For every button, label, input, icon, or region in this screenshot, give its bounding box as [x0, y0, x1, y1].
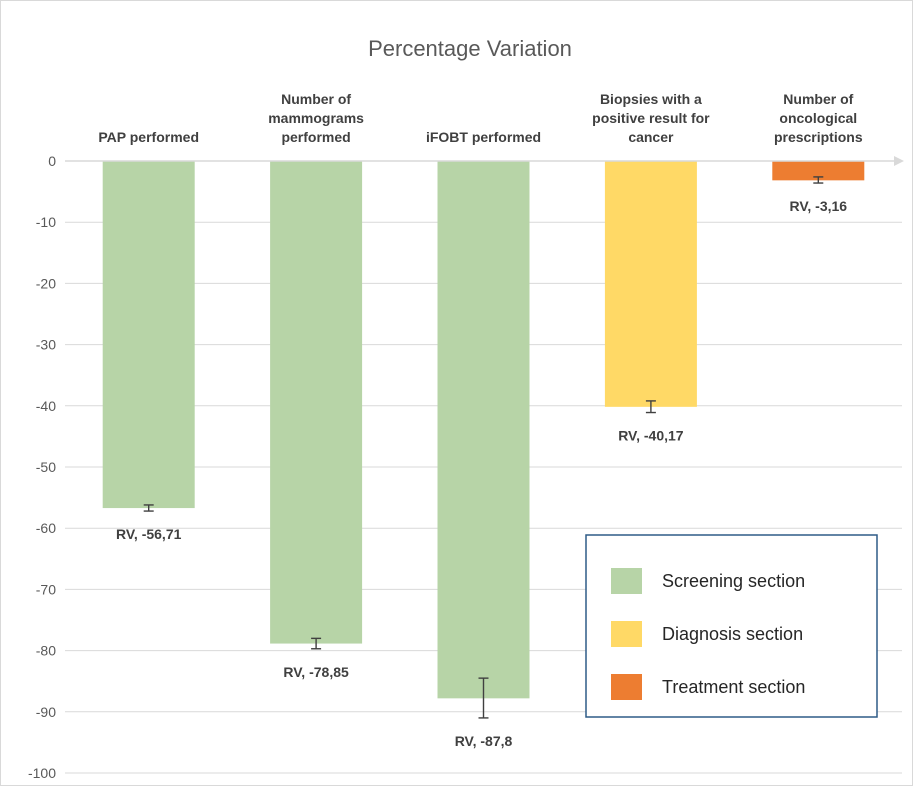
bar — [270, 161, 363, 644]
y-tick-label: -20 — [36, 275, 56, 291]
category-label: Number of — [783, 91, 853, 107]
category-label: prescriptions — [774, 129, 863, 145]
chart-title: Percentage Variation — [368, 36, 572, 61]
bar — [604, 161, 697, 407]
error-bar — [311, 637, 322, 650]
category-label: oncological — [779, 110, 857, 126]
category-label: Biopsies with a — [600, 91, 702, 107]
bar — [772, 161, 865, 181]
legend-swatch — [611, 621, 642, 647]
data-label: RV, -78,85 — [283, 664, 349, 680]
y-tick-label: -10 — [36, 214, 56, 230]
category-label: cancer — [628, 129, 674, 145]
y-tick-label: -70 — [36, 581, 56, 597]
error-bar — [478, 677, 489, 719]
category-label: positive result for — [592, 110, 710, 126]
data-label: RV, -56,71 — [116, 526, 182, 542]
y-tick-label: -80 — [36, 643, 56, 659]
bar — [102, 161, 195, 509]
legend-swatch — [611, 674, 642, 700]
y-tick-label: -90 — [36, 704, 56, 720]
y-tick-label: -60 — [36, 520, 56, 536]
y-tick-label: -100 — [28, 765, 56, 781]
error-bar — [645, 400, 656, 414]
error-bar — [143, 504, 154, 512]
error-bar — [813, 176, 824, 184]
legend-label: Screening section — [662, 571, 805, 591]
y-tick-label: -50 — [36, 459, 56, 475]
data-label: RV, -3,16 — [789, 198, 847, 214]
data-label: RV, -40,17 — [618, 428, 684, 444]
bar — [437, 161, 530, 699]
category-label: iFOBT performed — [426, 129, 541, 145]
legend-label: Treatment section — [662, 677, 805, 697]
legend-label: Diagnosis section — [662, 624, 803, 644]
data-label: RV, -87,8 — [455, 733, 513, 749]
x-axis-arrow — [894, 156, 904, 166]
y-tick-label: -30 — [36, 337, 56, 353]
y-tick-label: -40 — [36, 398, 56, 414]
category-label: PAP performed — [98, 129, 199, 145]
category-label: mammograms — [268, 110, 364, 126]
category-label: performed — [281, 129, 350, 145]
category-label: Number of — [281, 91, 351, 107]
legend-swatch — [611, 568, 642, 594]
y-tick-label: 0 — [48, 153, 56, 169]
